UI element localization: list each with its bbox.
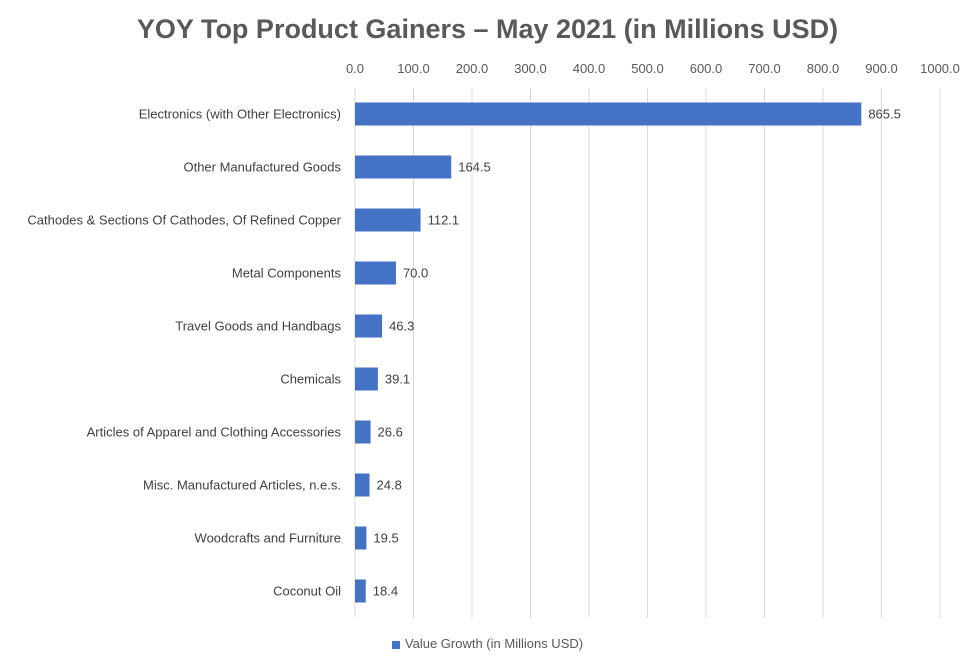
x-tick-label: 100.0 — [397, 61, 430, 76]
bar — [355, 473, 370, 497]
legend-label: Value Growth (in Millions USD) — [404, 636, 584, 651]
data-label: 70.0 — [403, 266, 428, 281]
x-tick-label: 300.0 — [514, 61, 547, 76]
category-label: Cathodes & Sections Of Cathodes, Of Refi… — [27, 213, 341, 228]
bar — [355, 102, 862, 126]
category-label: Chemicals — [280, 372, 341, 387]
data-label: 865.5 — [868, 107, 901, 122]
data-label: 46.3 — [389, 319, 414, 334]
data-label: 24.8 — [377, 478, 402, 493]
legend-swatch — [391, 640, 400, 649]
bar — [355, 261, 396, 285]
x-tick-label: 1000.0 — [920, 61, 960, 76]
x-tick-label: 900.0 — [865, 61, 898, 76]
bar — [355, 208, 421, 232]
x-tick-label: 200.0 — [456, 61, 489, 76]
category-label: Coconut Oil — [273, 584, 341, 599]
bar — [355, 367, 378, 391]
chart-title: YOY Top Product Gainers – May 2021 (in M… — [136, 14, 839, 44]
category-label: Other Manufactured Goods — [183, 160, 341, 175]
category-label: Electronics (with Other Electronics) — [139, 107, 341, 122]
bar — [355, 420, 371, 444]
bar — [355, 314, 383, 338]
data-label: 39.1 — [385, 372, 410, 387]
data-label: 18.4 — [373, 584, 398, 599]
legend: Value Growth (in Millions USD) — [0, 636, 975, 651]
bar — [355, 579, 366, 603]
category-label: Travel Goods and Handbags — [175, 319, 341, 334]
data-label: 112.1 — [428, 213, 460, 228]
x-tick-label: 400.0 — [573, 61, 606, 76]
category-label: Woodcrafts and Furniture — [195, 531, 341, 546]
x-tick-label: 700.0 — [748, 61, 781, 76]
x-tick-label: 500.0 — [631, 61, 664, 76]
bar — [355, 155, 452, 179]
data-label: 19.5 — [373, 531, 398, 546]
data-label: 26.6 — [378, 425, 403, 440]
bar — [355, 526, 367, 550]
category-label: Articles of Apparel and Clothing Accesso… — [87, 425, 342, 440]
x-tick-label: 800.0 — [807, 61, 840, 76]
category-label: Misc. Manufactured Articles, n.e.s. — [143, 478, 341, 493]
data-label: 164.5 — [458, 160, 491, 175]
x-tick-label: 0.0 — [346, 61, 364, 76]
category-label: Metal Components — [232, 266, 342, 281]
x-tick-label: 600.0 — [690, 61, 723, 76]
